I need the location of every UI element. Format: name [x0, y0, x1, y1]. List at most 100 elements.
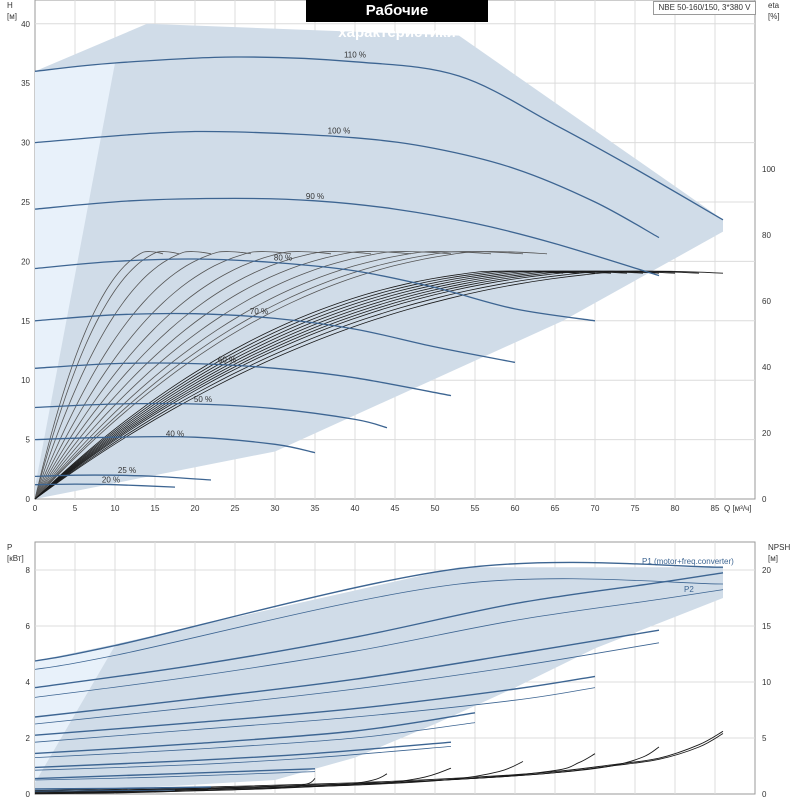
efficiency-curve [34, 251, 292, 500]
efficiency-curve [34, 251, 548, 500]
y2-axis-label: NPSH [768, 543, 790, 552]
power-curve [34, 687, 596, 743]
y2-axis-label: [м] [768, 554, 778, 563]
efficiency-curve [34, 270, 724, 500]
head-curve-label: 50 % [194, 395, 212, 404]
head-curve-label: 70 % [250, 307, 268, 316]
efficiency-curve [34, 270, 596, 500]
head-curve-label: 20 % [102, 476, 120, 485]
y-tick-label: 8 [26, 566, 31, 575]
power-curve [34, 722, 476, 758]
y-axis-label: P [7, 543, 12, 552]
y2-tick-label: 0 [762, 495, 767, 504]
y-tick-label: 15 [21, 317, 30, 326]
x-axis-label: Q [м³/ч] [724, 504, 751, 513]
y-tick-label: 0 [26, 495, 31, 504]
power-curve [34, 789, 176, 792]
y2-tick-label: 100 [762, 165, 776, 174]
efficiency-curve [34, 251, 332, 500]
power-curve [34, 589, 724, 698]
efficiency-curve [34, 251, 452, 500]
x-tick-label: 15 [151, 504, 160, 513]
y2-tick-label: 80 [762, 231, 771, 240]
y-tick-label: 2 [26, 734, 31, 743]
head-curve-label: 40 % [166, 429, 184, 438]
power-curve [34, 572, 724, 689]
y2-tick-label: 5 [762, 734, 767, 743]
head-curve-label: 90 % [306, 192, 324, 201]
head-curve-label: 60 % [218, 356, 236, 365]
efficiency-curve [34, 270, 644, 500]
head-curve-label: 100 % [328, 126, 351, 135]
x-tick-label: 70 [591, 504, 600, 513]
power-npsh-panel: 0510152025303540455055606570758085024680… [7, 541, 790, 800]
efficiency-curve [34, 270, 660, 500]
head-curve [34, 258, 596, 322]
y-axis-label: [м] [7, 12, 17, 21]
power-curve [34, 675, 596, 736]
x-tick-label: 0 [33, 504, 38, 513]
efficiency-curve [34, 270, 612, 500]
x-tick-label: 75 [631, 504, 640, 513]
head-curve [34, 362, 452, 397]
power-curve [34, 786, 212, 790]
x-tick-label: 25 [231, 504, 240, 513]
x-tick-label: 80 [671, 504, 680, 513]
x-tick-label: 65 [551, 504, 560, 513]
x-tick-label: 20 [191, 504, 200, 513]
power-curve [34, 746, 452, 771]
head-curve [34, 56, 724, 221]
efficiency-curve [34, 270, 628, 500]
y2-axis-label: eta [768, 1, 780, 10]
power-curve [34, 712, 476, 755]
power-curve [34, 561, 724, 662]
head-curve [34, 402, 388, 429]
x-tick-label: 40 [351, 504, 360, 513]
chart-title: Рабочие характеристики [306, 0, 488, 41]
power-curve [34, 642, 660, 725]
power-curve [34, 768, 316, 780]
y-tick-label: 0 [26, 790, 31, 799]
head-curve [34, 435, 316, 454]
head-curve [34, 130, 660, 239]
x-tick-label: 30 [271, 504, 280, 513]
y2-tick-label: 10 [762, 678, 771, 687]
power-curve [34, 629, 660, 718]
efficiency-curve [34, 270, 676, 500]
p1-curve-label: P1 (motor+freq.converter) [642, 557, 734, 566]
y2-tick-label: 60 [762, 297, 771, 306]
efficiency-curve [34, 270, 564, 500]
y-axis-label: [кВт] [7, 554, 24, 563]
x-tick-label: 55 [471, 504, 480, 513]
y-tick-label: 40 [21, 20, 30, 29]
y2-tick-label: 15 [762, 622, 771, 631]
efficiency-curve [34, 251, 372, 500]
y-tick-label: 35 [21, 79, 30, 88]
p2-curve-label: P2 [684, 585, 694, 594]
efficiency-curve [34, 251, 252, 500]
efficiency-curve [34, 251, 212, 500]
head-curve [34, 197, 660, 277]
head-curve-label: 25 % [118, 466, 136, 475]
npsh-curve [34, 787, 212, 795]
efficiency-curve [34, 251, 180, 500]
y2-tick-label: 40 [762, 363, 771, 372]
y2-tick-label: 20 [762, 566, 771, 575]
power-curve [34, 578, 724, 670]
efficiency-curve [34, 251, 492, 500]
y2-axis-label: [%] [768, 12, 780, 21]
power-curve [34, 771, 316, 781]
x-tick-label: 60 [511, 504, 520, 513]
head-efficiency-panel: 0 5 10 15 20 25 30 35 40 45 50 55 60 65 70 75 80 85 0 5 10 15… [7, 0, 780, 513]
y-tick-label: 4 [26, 678, 31, 687]
efficiency-curve [34, 251, 412, 500]
npsh-curve [34, 773, 388, 794]
x-tick-label: 85 [711, 504, 720, 513]
head-curve [34, 483, 176, 488]
y-tick-label: 20 [21, 257, 30, 266]
head-curve [34, 474, 212, 481]
efficiency-curve [34, 251, 164, 500]
x-tick-label: 50 [431, 504, 440, 513]
y2-tick-label: 0 [762, 790, 767, 799]
